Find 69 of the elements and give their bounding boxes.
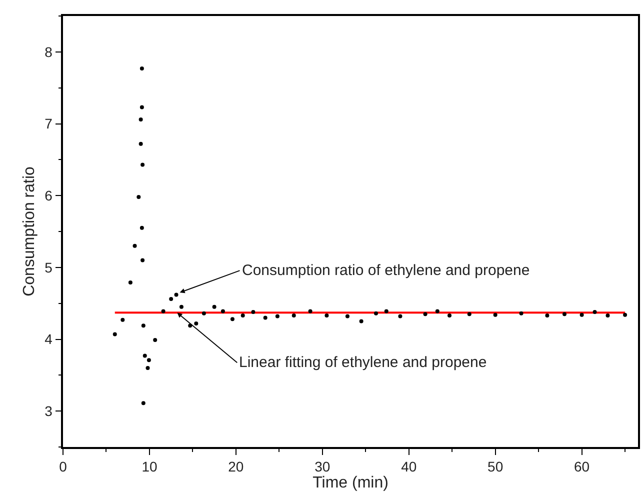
point xyxy=(251,310,256,314)
point xyxy=(240,314,245,318)
x-tick-label: 50 xyxy=(488,458,504,475)
point xyxy=(140,162,145,167)
point xyxy=(140,66,144,70)
point xyxy=(519,311,524,316)
point xyxy=(359,319,364,324)
point xyxy=(580,312,584,317)
point xyxy=(623,312,628,317)
point xyxy=(202,311,206,316)
point xyxy=(398,314,402,318)
point xyxy=(562,312,566,316)
point xyxy=(194,321,198,326)
point xyxy=(308,309,312,314)
point xyxy=(153,338,158,342)
y-axis-title: Consumption ratio xyxy=(21,166,38,296)
point xyxy=(384,309,388,314)
x-axis-title: Time (min) xyxy=(312,474,388,492)
x-tick-label: 20 xyxy=(228,458,244,475)
y-tick-label: 4 xyxy=(44,331,53,348)
point xyxy=(467,312,472,316)
point xyxy=(263,316,268,320)
x-tick-label: 0 xyxy=(59,458,68,475)
point xyxy=(606,314,610,318)
point xyxy=(174,292,178,297)
point xyxy=(345,314,350,318)
point xyxy=(230,317,234,322)
point xyxy=(324,314,329,318)
point xyxy=(448,314,452,318)
point xyxy=(140,105,144,110)
y-tick-label: 3 xyxy=(44,402,53,419)
point xyxy=(120,318,125,322)
point xyxy=(141,401,146,406)
point xyxy=(220,309,225,314)
point xyxy=(188,324,192,328)
point xyxy=(292,314,296,318)
x-tick-label: 30 xyxy=(314,458,330,475)
point xyxy=(435,309,440,314)
point xyxy=(141,324,146,328)
y-tick-label: 8 xyxy=(44,44,53,60)
point xyxy=(138,142,143,146)
point xyxy=(112,332,117,336)
x-tick-label: 60 xyxy=(574,458,590,475)
x-tick-label: 10 xyxy=(142,458,158,475)
point xyxy=(374,311,378,316)
point xyxy=(545,314,550,318)
point xyxy=(161,309,166,314)
point xyxy=(146,358,151,362)
y-tick-label: 6 xyxy=(44,187,53,204)
point xyxy=(140,226,144,230)
point xyxy=(138,117,143,122)
point xyxy=(275,314,280,318)
point xyxy=(128,280,132,284)
annotation: Consumption ratio of ethylene and propene xyxy=(242,262,530,279)
point xyxy=(169,297,174,302)
point xyxy=(493,312,498,317)
y-tick-label: 7 xyxy=(44,116,53,132)
point xyxy=(179,304,184,309)
point xyxy=(140,258,145,262)
point xyxy=(136,195,141,200)
x-tick-label: 40 xyxy=(401,458,417,475)
y-tick-label: 5 xyxy=(44,259,53,276)
point xyxy=(132,244,137,248)
point xyxy=(142,354,147,358)
point xyxy=(423,312,428,316)
point xyxy=(592,310,597,314)
point xyxy=(212,304,216,309)
point xyxy=(146,366,150,370)
annotation: Linear fitting of ethylene and propene xyxy=(239,354,487,371)
